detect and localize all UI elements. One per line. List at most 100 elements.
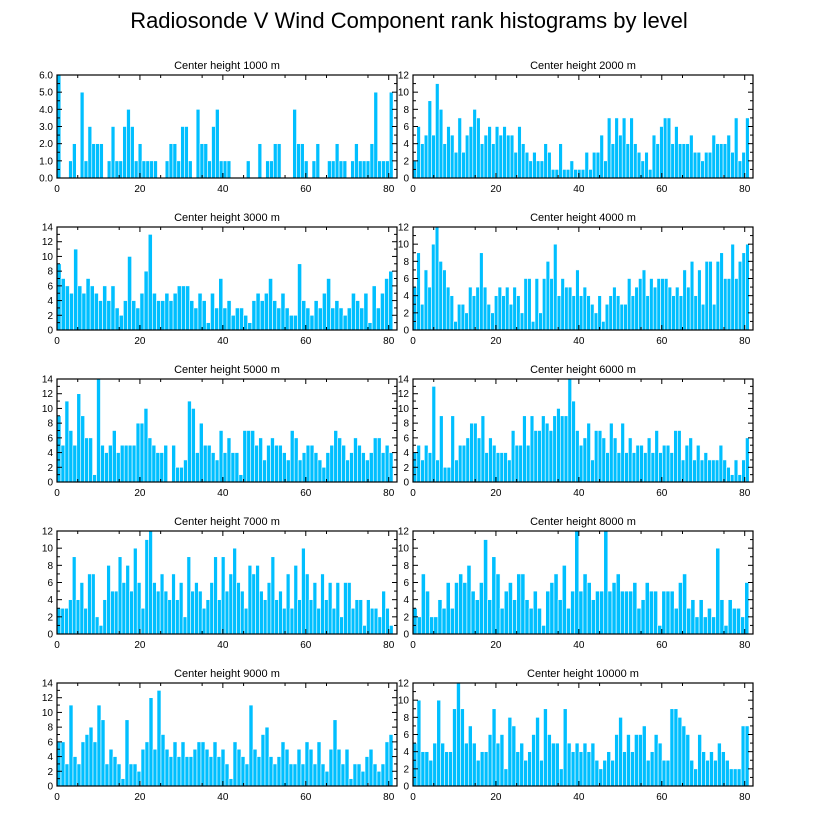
y-tick-label: 4 [403,139,409,150]
bar [622,751,627,787]
bar [527,751,532,787]
x-tick-label: 20 [134,488,146,499]
x-tick-label: 60 [300,336,312,347]
bar [562,708,568,787]
panel-title: Center height 7000 m [174,516,280,528]
x-tick-label: 40 [573,792,585,803]
x-tick-label: 80 [383,640,395,651]
x-tick-label: 60 [656,184,668,195]
x-tick-label: 40 [217,792,229,803]
bar [578,751,584,787]
bar [681,725,687,787]
bar [697,734,702,787]
y-tick-label: 6 [403,274,409,285]
x-tick-label: 80 [739,184,751,195]
bar [685,734,691,787]
panel-title: Center height 2000 m [530,60,636,72]
y-tick-label: 2 [403,156,409,167]
bar [535,717,540,787]
bar [483,751,489,787]
bar [657,742,663,787]
y-tick-label: 12 [398,527,410,538]
y-tick-label: 8 [403,419,409,430]
y-tick-label: 0 [403,174,409,185]
x-tick-label: 60 [656,488,668,499]
y-tick-label: 2 [47,612,53,623]
bar [503,768,509,787]
bar [594,759,600,787]
y-tick-label: 6 [47,433,53,444]
bar [653,734,659,787]
bar [416,699,422,787]
x-tick-label: 40 [217,336,229,347]
x-tick-label: 0 [54,640,60,651]
bar [539,759,544,787]
x-tick-label: 20 [490,640,502,651]
x-tick-label: 20 [490,184,502,195]
y-tick-label: 8 [47,561,53,572]
y-tick-label: 8 [47,419,53,430]
y-tick-label: 6 [403,122,409,133]
bar [590,742,596,787]
y-tick-label: 4 [47,595,53,606]
bar [440,742,445,787]
y-tick-label: 0 [47,478,53,489]
bar [642,725,647,787]
y-tick-label: 4 [403,448,409,459]
panel-title: Center height 9000 m [174,668,280,680]
y-tick-label: 8 [403,561,409,572]
panel-title: Center height 8000 m [530,516,636,528]
bar [713,759,718,787]
y-tick-label: 4 [403,595,409,606]
y-tick-label: 12 [42,693,54,704]
bar [709,751,714,787]
bar [574,742,580,787]
bar [491,708,497,787]
bar [499,734,505,787]
y-tick-label: 2.0 [39,139,53,150]
bar [468,725,473,787]
bar [701,751,706,787]
x-tick-label: 80 [739,336,751,347]
bar [665,759,671,787]
x-tick-label: 0 [54,336,60,347]
y-tick-label: 14 [398,375,410,386]
y-tick-label: 4.0 [39,105,53,116]
bar [448,751,453,787]
bar [479,751,485,787]
x-tick-label: 40 [217,640,229,651]
y-tick-label: 4 [403,747,409,758]
y-tick-label: 12 [42,237,54,248]
y-tick-label: 10 [398,88,410,99]
y-tick-label: 2 [47,311,53,322]
y-tick-label: 2 [403,764,409,775]
y-tick-label: 0.0 [39,174,53,185]
bar [736,768,742,787]
bar [693,768,698,787]
x-tick-label: 60 [300,184,312,195]
y-tick-label: 6 [47,281,53,292]
bar [456,682,461,787]
bar [638,734,643,787]
x-tick-label: 60 [656,792,668,803]
y-tick-label: 6 [403,578,409,589]
bar [566,742,572,787]
x-tick-label: 60 [300,488,312,499]
bar [464,742,469,787]
y-tick-label: 10 [42,404,54,415]
x-tick-label: 0 [410,336,416,347]
bar [558,768,564,787]
x-tick-label: 80 [383,184,395,195]
bar [728,768,734,787]
x-tick-label: 20 [490,792,502,803]
y-tick-label: 4 [47,296,53,307]
x-tick-label: 20 [134,184,146,195]
y-tick-label: 12 [398,71,410,82]
bar [444,751,449,787]
